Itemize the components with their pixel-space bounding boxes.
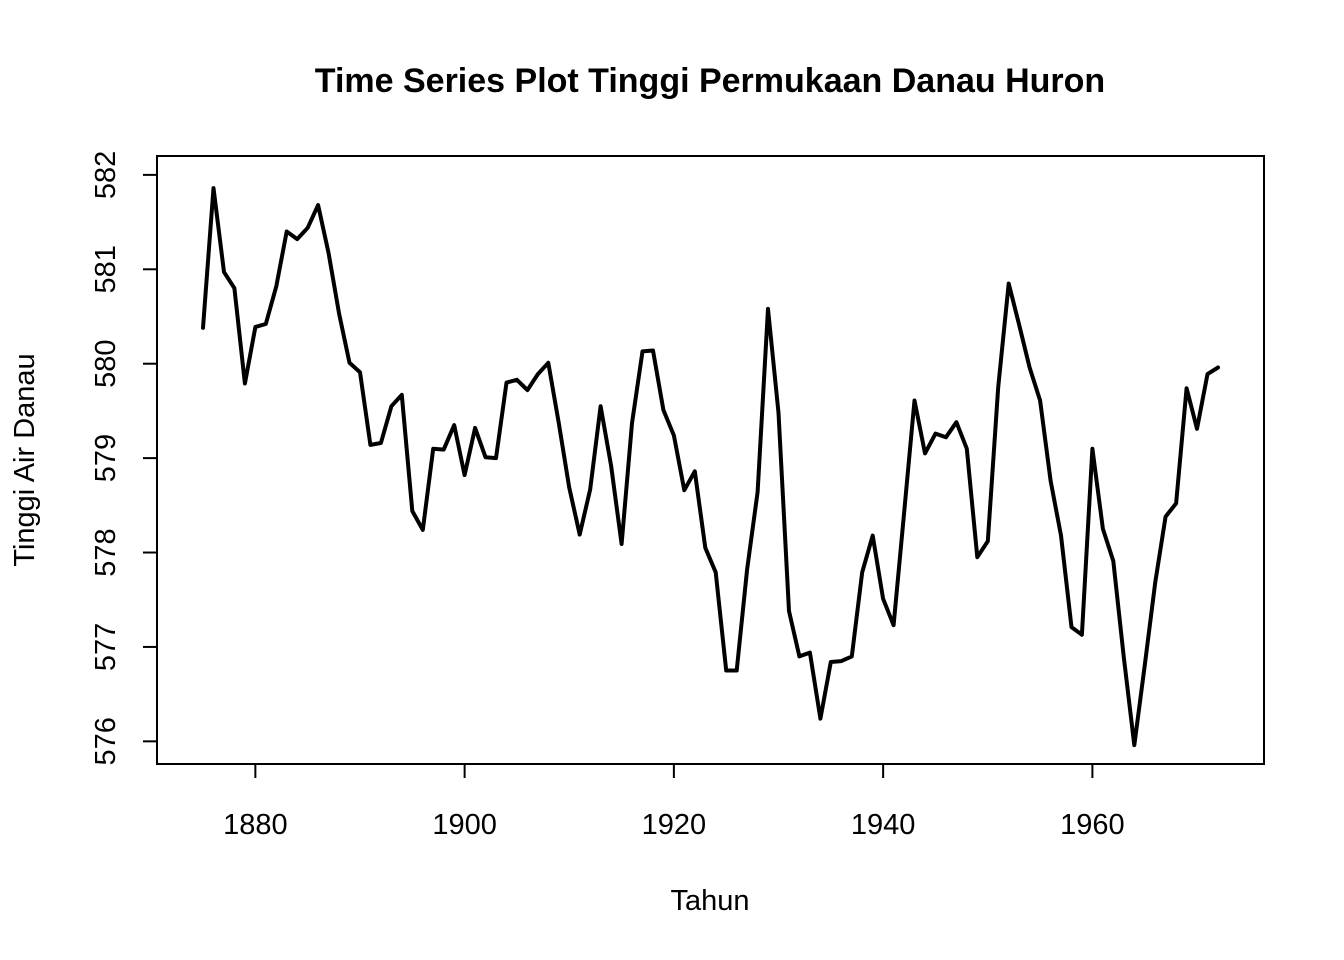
x-tick-label: 1960 [1060,809,1125,841]
x-axis-label: Tahun [670,885,749,917]
x-tick-label: 1880 [223,809,288,841]
y-axis: 576 577 578 579 580 581 582 [90,151,158,766]
x-tick-label: 1940 [851,809,916,841]
y-tick-label: 580 [90,340,122,388]
x-axis: 1880 1900 1920 1940 1960 [223,763,1125,841]
series-line [201,186,1220,748]
chart-title: Time Series Plot Tinggi Permukaan Danau … [315,62,1105,100]
y-tick-label: 581 [90,245,122,293]
data-points [203,188,1218,745]
y-tick-label: 577 [90,623,122,671]
y-tick-label: 579 [90,434,122,482]
y-tick-label: 578 [90,528,122,576]
x-tick-label: 1900 [432,809,497,841]
y-tick-label: 576 [90,717,122,765]
plot-frame [156,155,1265,765]
y-tick-label: 582 [90,151,122,199]
y-axis-label: Tinggi Air Danau [9,353,41,566]
x-tick-label: 1920 [642,809,707,841]
